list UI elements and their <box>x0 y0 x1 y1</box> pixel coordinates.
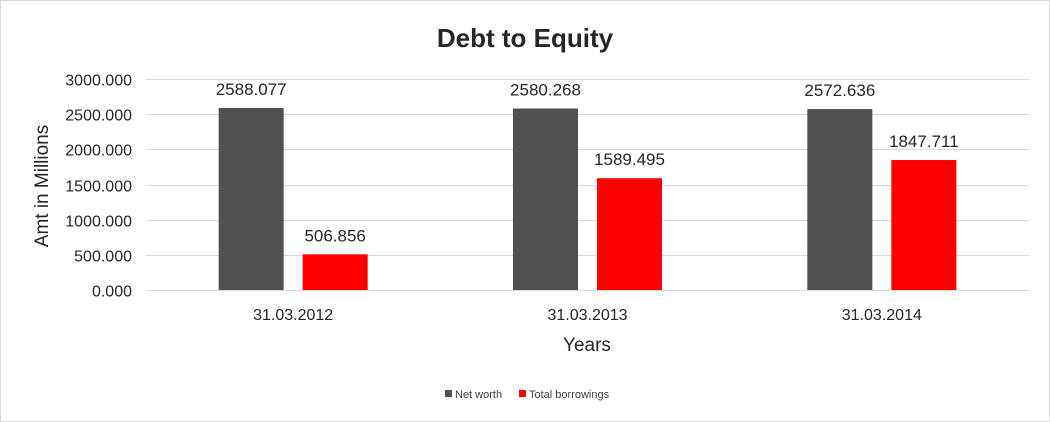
legend-label: Total borrowings <box>529 389 610 401</box>
x-tick-label: 31.03.2012 <box>253 307 333 324</box>
legend-swatch <box>445 390 452 397</box>
data-label: 2580.268 <box>510 81 581 100</box>
x-tick-label: 31.03.2014 <box>842 307 922 324</box>
legend-swatch <box>519 390 526 397</box>
bar-net-worth <box>218 107 284 290</box>
data-label: 506.856 <box>304 226 365 245</box>
y-tick-label: 500.000 <box>74 249 132 266</box>
data-label: 1589.495 <box>594 150 665 169</box>
legend-label: Net worth <box>455 389 502 401</box>
data-label: 2588.077 <box>216 80 287 99</box>
data-labels: 2588.077 506.856 2580.268 1589.495 2572.636 1… <box>216 80 959 245</box>
bar-total-borrowings <box>302 254 368 290</box>
bar-total-borrowings <box>891 160 957 290</box>
bar-total-borrowings <box>597 178 662 290</box>
chart-title: Debt to Equity <box>437 23 614 53</box>
bars <box>218 107 957 290</box>
gridlines <box>146 79 1029 291</box>
y-tick-label: 3000.000 <box>65 73 132 90</box>
y-tick-label: 1500.000 <box>65 179 132 196</box>
bar-net-worth <box>807 109 873 290</box>
y-axis-title: Amt in Millions <box>32 125 53 247</box>
data-label: 2572.636 <box>804 81 875 100</box>
y-axis-ticks: 0.000 500.000 1000.000 1500.000 2000.000 2500… <box>65 73 132 301</box>
y-tick-label: 2000.000 <box>65 143 132 160</box>
legend: Net worth Total borrowings <box>445 389 610 401</box>
y-tick-label: 2500.000 <box>65 108 132 125</box>
y-tick-label: 0.000 <box>92 284 132 301</box>
y-tick-label: 1000.000 <box>65 214 132 231</box>
data-label: 1847.711 <box>889 132 959 151</box>
x-axis-title: Years <box>563 335 611 356</box>
x-tick-label: 31.03.2013 <box>547 307 627 324</box>
bar-net-worth <box>513 108 578 290</box>
x-axis-ticks: 31.03.2012 31.03.2013 31.03.2014 <box>253 307 922 324</box>
